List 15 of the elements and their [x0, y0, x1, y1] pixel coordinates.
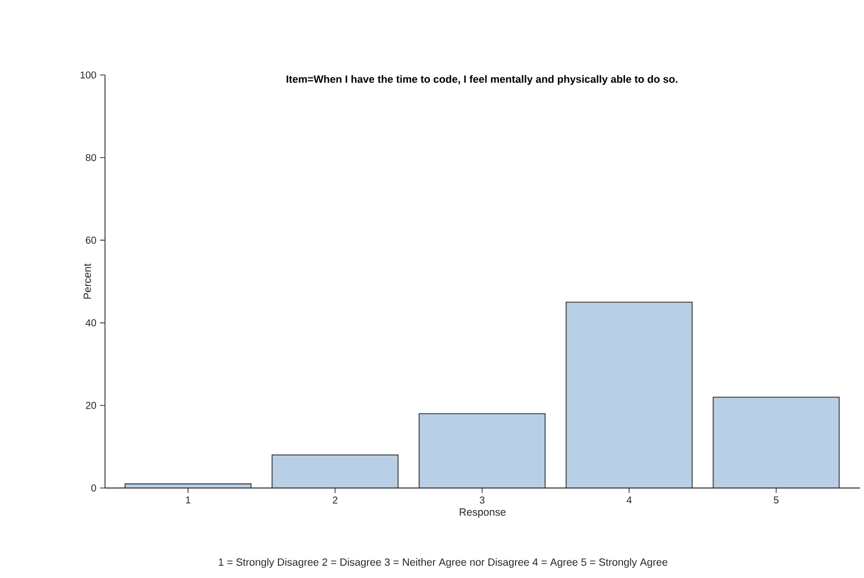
x-tick-label: 5 [774, 496, 779, 504]
x-tick-label: 3 [480, 496, 484, 504]
text: 1 = Strongly Disagree 2 = Disagree 3 = Neither Agree nor Disagree 4 = Agree 5 = Strongly Agree [218, 558, 668, 568]
x-tick-label: 2 [332, 496, 338, 504]
x-tick-label: 4 [626, 496, 632, 504]
y-tick-label: 40 [86, 319, 96, 326]
y-tick-label: 100 [80, 71, 96, 79]
chart-title: Item=When I have the time to code, I feel mentally and physically able to do so. [286, 75, 678, 85]
x-axis-title: Response [460, 508, 506, 518]
y-tick-label: 20 [86, 402, 96, 409]
y-tick-label: 60 [86, 236, 96, 244]
x-tick-label: 1 [186, 496, 190, 504]
y-tick-label: 0 [91, 484, 96, 492]
y-axis-title: Percent [84, 264, 92, 299]
y-tick-label: 80 [86, 154, 96, 162]
